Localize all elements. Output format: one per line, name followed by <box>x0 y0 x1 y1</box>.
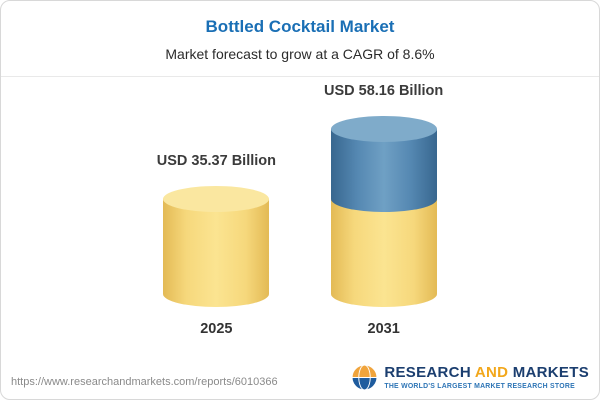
source-url-link[interactable]: https://www.researchandmarkets.com/repor… <box>11 376 278 388</box>
chart-header: Bottled Cocktail Market Market forecast … <box>1 1 599 62</box>
cylinder-top-2025 <box>163 186 270 212</box>
cylinder-top-2031 <box>330 116 437 142</box>
logo-tagline: THE WORLD'S LARGEST MARKET RESEARCH STOR… <box>384 383 575 391</box>
logo-wordmark: RESEARCH AND MARKETS <box>384 363 589 382</box>
value-label-2025: USD 35.37 Billion <box>156 153 276 169</box>
logo-word-markets: MARKETS <box>512 363 589 381</box>
category-label-2031: 2031 <box>367 321 400 337</box>
bar-group-2031: USD 58.16 Billion 2031 <box>324 83 443 337</box>
logo-text: RESEARCH AND MARKETS THE WORLD'S LARGEST… <box>384 363 589 391</box>
logo-word-research: RESEARCH <box>384 363 471 381</box>
page-title: Bottled Cocktail Market <box>205 17 395 36</box>
globe-icon <box>351 364 378 391</box>
bar-chart: USD 35.37 Billion 2025 USD 58.16 Billion… <box>1 83 599 337</box>
logo-word-and: AND <box>470 363 513 381</box>
research-and-markets-logo: RESEARCH AND MARKETS THE WORLD'S LARGEST… <box>351 364 589 391</box>
header-divider <box>1 76 599 77</box>
bar-group-2025: USD 35.37 Billion 2025 <box>157 153 276 337</box>
chart-subtitle: Market forecast to grow at a CAGR of 8.6… <box>165 46 435 62</box>
bar-2031 <box>330 116 437 307</box>
footer: https://www.researchandmarkets.com/repor… <box>11 364 589 391</box>
bar-2025 <box>163 186 270 307</box>
category-label-2025: 2025 <box>200 321 233 337</box>
bar-2031-growth-segment <box>330 116 437 212</box>
value-label-2031: USD 58.16 Billion <box>324 83 444 99</box>
